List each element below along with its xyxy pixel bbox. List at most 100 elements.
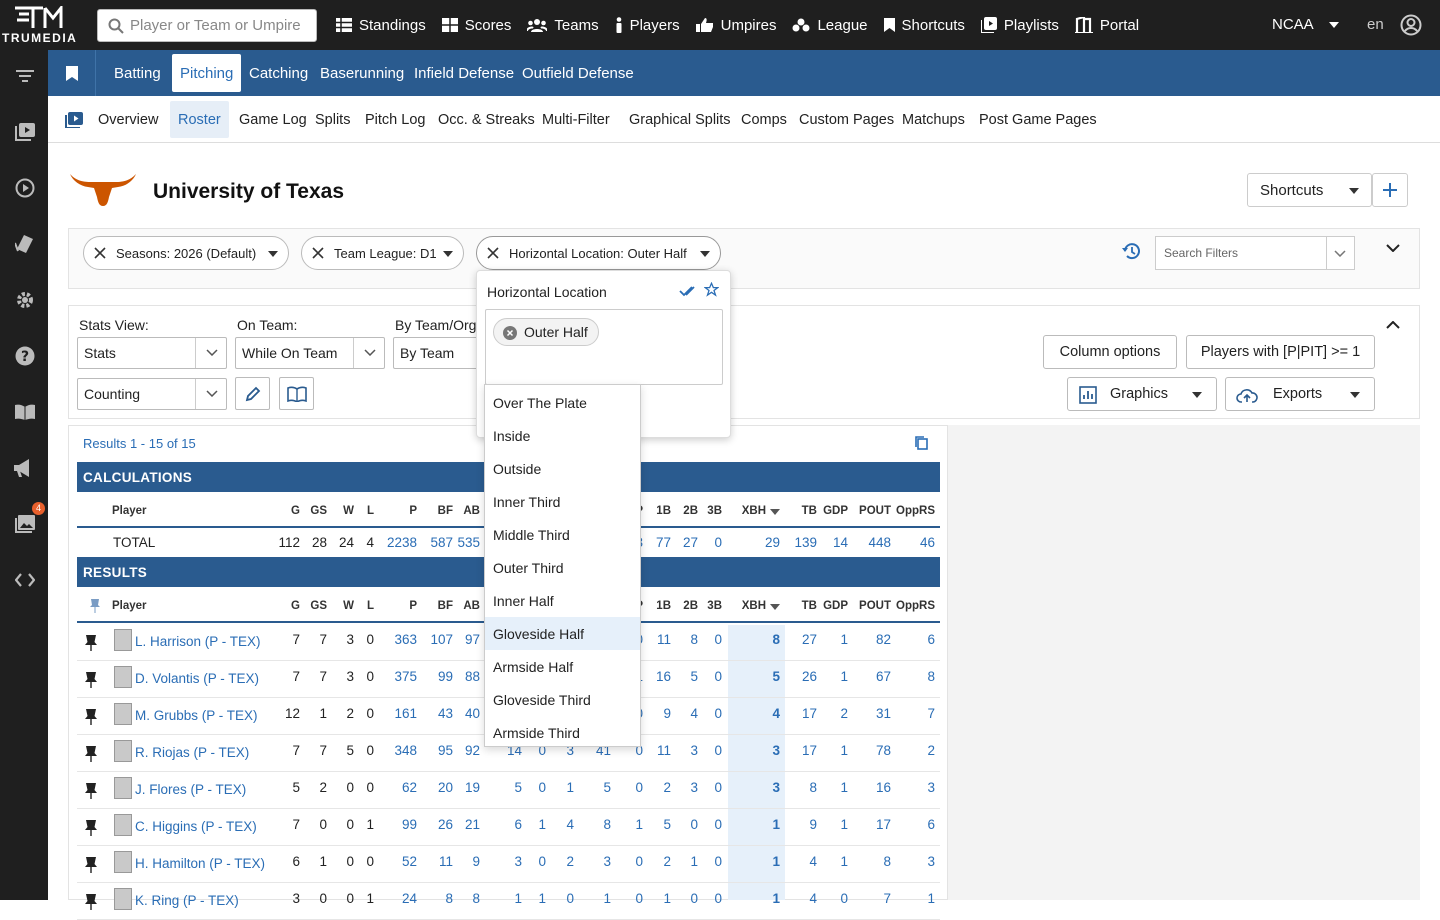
- help-icon[interactable]: ?: [14, 345, 36, 367]
- column-options-button[interactable]: Column options: [1043, 335, 1177, 369]
- filter-chip-team-league[interactable]: Team League: D1: [301, 236, 464, 270]
- code-icon[interactable]: [14, 569, 36, 591]
- location-option[interactable]: Inner Third: [493, 493, 561, 510]
- table-row[interactable]: K. Ring (P - TEX) 3 0 0 1 24 8 8 1 1 0 1 0 1 0 0 1 4 0 7 1: [77, 883, 940, 920]
- tab-baserunning[interactable]: Baserunning: [320, 64, 405, 82]
- pin-icon[interactable]: [90, 599, 100, 613]
- nav-players[interactable]: Players: [615, 17, 680, 34]
- add-shortcut-button[interactable]: [1372, 173, 1408, 207]
- chevron-down-icon[interactable]: [1329, 22, 1339, 28]
- close-icon[interactable]: [94, 247, 106, 259]
- subtab-matchups[interactable]: Matchups: [902, 111, 965, 128]
- column-header[interactable]: 1B: [656, 600, 671, 612]
- nav-umpires[interactable]: Umpires: [695, 17, 776, 34]
- stat-type-select[interactable]: Counting: [77, 378, 227, 410]
- global-search-input[interactable]: Player or Team or Umpire: [97, 9, 317, 42]
- nav-teams[interactable]: Teams: [527, 17, 599, 34]
- column-header[interactable]: POUT: [859, 600, 891, 612]
- language-select[interactable]: en: [1367, 16, 1384, 33]
- history-icon[interactable]: [1121, 242, 1141, 260]
- location-option[interactable]: Armside Third: [493, 724, 580, 741]
- column-header[interactable]: AB: [463, 600, 480, 612]
- players-with-button[interactable]: Players with [P|PIT] >= 1: [1186, 335, 1375, 369]
- column-header[interactable]: GDP: [823, 600, 848, 612]
- column-header[interactable]: G: [291, 600, 300, 612]
- location-option[interactable]: Gloveside Third: [493, 691, 591, 708]
- location-option[interactable]: Outer Third: [493, 559, 564, 576]
- account-icon[interactable]: [1400, 14, 1422, 36]
- image-gallery-icon[interactable]: [14, 513, 36, 535]
- pin-icon[interactable]: [85, 820, 97, 836]
- table-row[interactable]: C. Higgins (P - TEX) 7 0 0 1 99 26 21 6 1 4 8 1 5 0 0 1 9…: [77, 809, 940, 846]
- video-library-icon[interactable]: [14, 121, 36, 143]
- subtab-pitch-log[interactable]: Pitch Log: [365, 111, 426, 128]
- column-header[interactable]: 1B: [656, 505, 671, 517]
- location-option[interactable]: Outside: [493, 460, 542, 477]
- subtab-comps[interactable]: Comps: [741, 111, 787, 128]
- column-header[interactable]: GS: [310, 505, 327, 517]
- nav-playlists[interactable]: Playlists: [980, 17, 1059, 34]
- column-header[interactable]: 3B: [707, 505, 722, 517]
- column-header[interactable]: BF: [437, 505, 453, 517]
- column-header[interactable]: W: [343, 505, 354, 517]
- column-header[interactable]: G: [291, 505, 300, 517]
- player-name-link[interactable]: D. Volantis (P - TEX): [135, 671, 260, 686]
- location-option[interactable]: Armside Half: [493, 658, 574, 675]
- player-name-link[interactable]: R. Riojas (P - TEX): [135, 745, 250, 760]
- pin-icon[interactable]: [85, 709, 97, 725]
- pin-icon[interactable]: [85, 783, 97, 799]
- column-header[interactable]: W: [343, 600, 354, 612]
- column-header[interactable]: P: [409, 600, 417, 612]
- location-option[interactable]: Gloveside Half: [485, 617, 640, 650]
- filter-chip-seasons[interactable]: Seasons: 2026 (Default): [83, 236, 289, 270]
- subtab-occ-streaks[interactable]: Occ. & Streaks: [438, 111, 535, 128]
- tab-catching[interactable]: Catching: [249, 64, 309, 82]
- tab-batting[interactable]: Batting: [114, 64, 161, 82]
- check-all-icon[interactable]: [679, 285, 697, 297]
- location-option[interactable]: Inner Half: [493, 592, 554, 609]
- exports-dropdown[interactable]: Exports: [1225, 377, 1375, 411]
- column-header[interactable]: GS: [310, 600, 327, 612]
- column-header[interactable]: 3B: [707, 600, 722, 612]
- column-header[interactable]: GDP: [823, 505, 848, 517]
- expand-filters-icon[interactable]: [1386, 244, 1400, 252]
- column-header[interactable]: TB: [801, 600, 817, 612]
- league-select[interactable]: NCAA: [1272, 16, 1314, 33]
- subtab-graphical-splits[interactable]: Graphical Splits: [629, 111, 731, 128]
- subtab-overview[interactable]: Overview: [98, 111, 159, 128]
- pin-icon[interactable]: [85, 672, 97, 688]
- on-team-select[interactable]: While On Team: [235, 337, 385, 369]
- table-row[interactable]: R. Riojas (P - TEX) 7 7 5 0 348 95 92 14 0 3 41 0 11 3…: [77, 735, 940, 772]
- location-option[interactable]: Inside: [493, 427, 531, 444]
- filter-menu-icon[interactable]: [14, 65, 36, 87]
- column-header[interactable]: XBH: [741, 505, 766, 517]
- nav-shortcuts[interactable]: Shortcuts: [883, 17, 965, 34]
- trumedia-logo[interactable]: TRUMEDIA: [0, 0, 76, 50]
- player-column-header[interactable]: Player: [112, 505, 147, 517]
- table-row[interactable]: J. Flores (P - TEX) 5 2 0 0 62 20 19 5 0 1 5 0 2 3 0 3 8 1…: [77, 772, 940, 809]
- remove-tag-icon[interactable]: [503, 326, 517, 340]
- subtab-roster[interactable]: Roster: [170, 101, 229, 138]
- column-header[interactable]: OppRS: [896, 505, 935, 517]
- gear-icon[interactable]: [14, 289, 36, 311]
- player-column-header[interactable]: Player: [112, 600, 147, 612]
- selected-values-box[interactable]: Outer Half: [485, 309, 723, 385]
- copy-icon[interactable]: [915, 436, 928, 450]
- megaphone-icon[interactable]: [14, 457, 36, 479]
- by-team-select[interactable]: By Team: [393, 337, 483, 369]
- collapse-options-icon[interactable]: [1386, 321, 1400, 329]
- player-name-link[interactable]: L. Harrison (P - TEX): [135, 634, 261, 649]
- pin-icon[interactable]: [85, 746, 97, 762]
- column-header[interactable]: AB: [463, 505, 480, 517]
- subtab-post-game-pages[interactable]: Post Game Pages: [979, 111, 1097, 128]
- pin-icon[interactable]: [85, 857, 97, 873]
- subtab-multi-filter[interactable]: Multi-Filter: [542, 111, 610, 128]
- player-name-link[interactable]: C. Higgins (P - TEX): [135, 819, 257, 834]
- nav-league[interactable]: League: [792, 17, 868, 34]
- book-icon[interactable]: [14, 401, 36, 423]
- search-filters-input[interactable]: Search Filters: [1155, 236, 1355, 270]
- star-icon[interactable]: [704, 282, 719, 297]
- nav-standings[interactable]: Standings: [336, 17, 426, 34]
- column-header[interactable]: L: [366, 505, 374, 517]
- table-row[interactable]: H. Hamilton (P - TEX) 6 1 0 0 52 11 9 3 0 2 3 0 2 1 0 1 4…: [77, 846, 940, 883]
